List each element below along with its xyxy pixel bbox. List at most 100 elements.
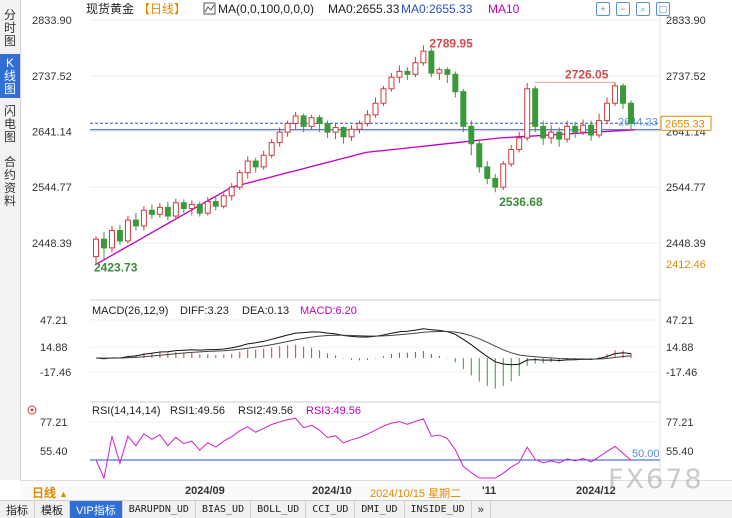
candle-body [300,115,307,127]
candle-body [156,206,163,215]
candle-body [372,102,379,116]
tab-contract-info[interactable]: 合约资料 [0,152,20,212]
date-label: 2024/10 [312,485,352,497]
ma-params: MA(0,0,100,0,0,0) [218,2,314,16]
candle-body [452,73,459,93]
triangle-up-icon: ▲ [59,489,68,499]
candle-body [212,201,219,207]
y-tick-label-left: 2833.90 [32,15,72,27]
candle-body [116,229,123,242]
rsi2-value: RSI2:49.56 [238,405,293,417]
y-tick-label: 2833.90 [666,15,706,27]
search-icon[interactable]: ⌕ [636,2,650,16]
indicator-tab[interactable]: INSIDE_UD [405,501,472,518]
chart-area[interactable]: 现货黄金 【日线】 MA(0,0,100,0,0,0) MA0:2655.33 … [20,0,732,480]
y-tick-label: 2448.39 [666,238,706,250]
candle-body [308,117,315,127]
tab-flash-chart[interactable]: 闪电图 [0,102,20,146]
rsi-title: RSI(14,14,14) [92,405,160,417]
indicator-tab[interactable]: VIP指标 [70,501,123,518]
y-tick-label-left: 2641.14 [32,127,72,139]
indicator-tab[interactable]: CCI_UD [306,501,356,518]
candle-body [556,131,563,140]
candle-body [612,85,619,104]
candle-body [436,69,443,74]
low-annotation: 2536.68 [499,195,543,209]
rsi-level-label: 50.00 [632,448,660,460]
candle-body [292,115,299,124]
tab-char: 合 [3,155,16,169]
indicator-tab[interactable]: DMI_UD [355,501,405,518]
macd-tick-label-left: 47.21 [40,315,68,327]
macd-tick-label: -17.46 [666,367,697,379]
chart-toolbar: + − ⌕ ▢ [596,2,670,16]
tab-char: 分 [3,7,16,22]
indicator-tab[interactable]: » [472,501,491,518]
rsi3-value: RSI3:49.56 [306,405,361,417]
macd-tick-label: 14.88 [666,342,694,354]
candle-body [420,50,427,64]
macd-dea: DEA:0.13 [242,305,289,317]
candle-body [484,166,491,179]
indicator-tab[interactable]: BARUPDN_UD [123,501,196,518]
second-high-annotation: 2726.05 [565,67,609,81]
ma-value-label: 2644.23 [618,117,658,129]
price-panel: 2833.902833.902737.522737.522641.142641.… [32,15,712,274]
cursor-date-label: 2024/10/15 星期二 [370,488,462,500]
indicator-tab[interactable]: 指标 [0,501,35,518]
candle-body [604,102,611,122]
zoom-in-icon[interactable]: + [596,2,610,16]
candle-body [620,85,626,104]
indicator-tab[interactable]: BIAS_UD [196,501,252,518]
tab-char: 线 [3,68,16,83]
y-tick-label-left: 2448.39 [32,238,72,250]
candle-body [572,125,579,133]
candle-body [228,186,235,197]
candle-body [340,127,347,138]
candle-body [316,117,323,124]
tab-char: 图 [3,33,16,48]
candle-body [548,131,555,139]
candle-body [500,163,507,188]
period-select-button[interactable]: 日线 ▲ [32,484,68,501]
candle-body [140,209,147,227]
rsi1-value: RSI1:49.56 [170,405,225,417]
macd-title: MACD(26,12,9) [92,305,168,317]
high-annotation: 2789.95 [429,36,473,50]
date-label: '11 [482,485,497,497]
candle-body [252,160,259,168]
candle-body [244,160,251,174]
candle-body [180,202,187,210]
zoom-out-icon[interactable]: − [616,2,630,16]
candle-body [460,91,467,127]
ma-curve [96,129,636,265]
fullscreen-icon[interactable]: ▢ [656,2,670,16]
y-tick-label: 2737.52 [666,71,706,83]
macd-diff-line [95,328,632,366]
ma0-value-2: MA0:2655.33 [401,2,473,16]
macd-panel: 47.21 47.21 14.88 14.88 -17.46 -17.46 [40,315,697,389]
indicator-tab[interactable]: BOLL_UD [251,501,307,518]
candle-body [164,206,171,217]
candle-body [412,62,419,75]
indicator-tab[interactable]: 模板 [35,501,70,518]
candle-body [132,219,139,227]
candle-body [596,120,603,136]
candle-body [404,70,411,75]
macd-tick-label: 47.21 [666,315,694,327]
watermark-logo: FX678 [608,464,704,495]
current-price-box [660,115,712,131]
tab-char: 约 [3,168,16,182]
period-select-label: 日线 [32,486,57,500]
candle-body [276,131,283,144]
candle-body [348,128,355,138]
candle-body [428,50,435,74]
settings-icon[interactable] [27,405,37,415]
candle-body [476,143,483,168]
tab-time-share[interactable]: 分时图 [0,6,20,50]
candle-body [356,122,363,130]
y-tick-label-left: 2544.77 [32,182,72,194]
y-tick-label-left: 2737.52 [32,71,72,83]
